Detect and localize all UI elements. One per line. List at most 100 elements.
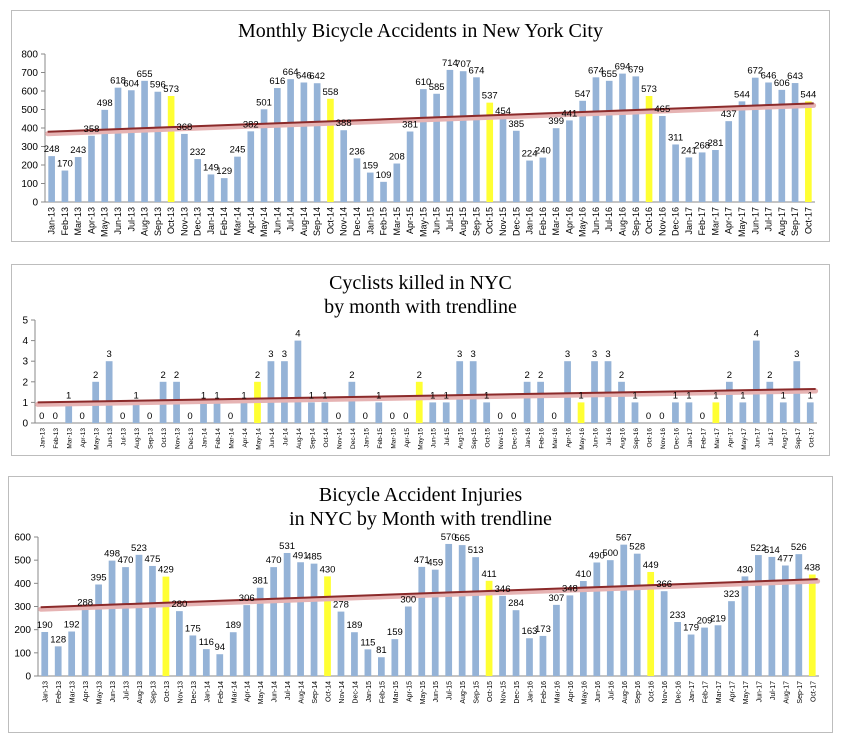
x-tick-label: Aug-17 [777,207,787,236]
bar [795,554,803,676]
x-tick-label: Jun-15 [433,681,440,703]
data-label: 381 [252,576,268,587]
data-label: 544 [800,89,816,100]
x-tick-label: Sep-16 [631,207,641,236]
bar [473,77,480,202]
bar [101,109,109,202]
bar [132,402,140,423]
data-label: 3 [457,349,462,360]
bar [122,567,129,676]
data-label: 3 [794,349,799,360]
bar [752,340,760,423]
bar [647,571,655,676]
data-label: 233 [670,610,686,621]
bar [310,563,318,676]
y-tick-label: 200 [21,161,38,172]
bar [327,98,334,202]
bar [404,606,412,676]
data-label: 1 [214,390,219,401]
data-label: 209 [697,616,713,627]
y-tick-label: 0 [22,419,28,430]
trendline [47,102,814,133]
x-tick-label: Jul-17 [764,207,774,232]
data-label: 1 [444,390,449,401]
x-tick-label: Nov-13 [175,428,182,449]
data-label: 664 [283,67,299,78]
data-label: 411 [482,569,497,580]
x-tick-label: Jan-15 [363,428,370,448]
bar [181,133,188,202]
data-label: 0 [511,411,516,422]
data-label: 306 [239,593,255,604]
x-tick-label: Nov-14 [339,207,349,236]
x-tick-label: Aug-16 [620,428,627,449]
data-label: 430 [320,564,336,575]
x-tick-label: Sep-17 [797,681,804,704]
x-tick-label: Jul-13 [126,207,136,232]
bar [61,170,69,202]
x-tick-label: Apr-13 [80,428,87,448]
bar [605,80,613,202]
data-label: 573 [163,84,179,95]
bar [537,381,544,423]
bar [806,402,814,423]
data-label: 2 [160,370,165,381]
x-tick-label: Jun-15 [431,428,438,448]
bar [433,93,440,202]
data-label: 0 [53,411,58,422]
x-tick-label: May-16 [581,681,588,704]
bar [741,576,749,676]
data-label: 646 [296,70,312,81]
bar [755,555,762,676]
data-label: 192 [64,620,80,631]
x-tick-label: Nov-14 [336,428,343,449]
bar [108,560,116,676]
data-label: 465 [654,104,670,115]
data-label: 694 [615,62,631,73]
bar [606,560,614,676]
data-label: 438 [804,563,820,574]
x-tick-label: Aug-14 [296,428,303,449]
bar [270,567,278,676]
x-tick-label: May-16 [579,428,586,450]
data-label: 1 [686,390,691,401]
data-label: 3 [268,349,273,360]
bar [577,402,585,423]
x-tick-label: Feb-16 [539,428,546,449]
data-label: 570 [441,532,457,543]
x-tick-label: Mar-16 [554,681,561,703]
data-label: 674 [588,65,604,76]
data-label: 2 [767,370,772,381]
x-tick-label: Mar-17 [714,428,721,449]
data-label: 0 [498,411,503,422]
x-tick-label: Sep-14 [309,428,316,449]
bar [105,361,113,423]
x-tick-label: Mar-15 [390,428,397,449]
x-tick-label: Mar-14 [229,428,236,449]
x-tick-label: May-15 [417,428,424,450]
x-tick-label: Oct-17 [810,681,817,702]
x-tick-label: Jan-13 [43,681,50,703]
x-tick-label: Feb-14 [215,428,222,449]
trendline-shadow [35,388,819,407]
data-label: 1 [66,390,71,401]
bar [364,649,372,676]
x-tick-label: Nov-16 [660,428,667,449]
bar [337,611,345,676]
x-tick-label: Jan-14 [202,428,209,448]
x-tick-label: Sep-13 [153,207,163,236]
x-tick-label: Nov-14 [339,681,346,704]
x-tick-label: Jul-16 [604,207,614,232]
x-tick-label: May-14 [259,207,269,237]
data-label: 477 [777,553,793,564]
x-tick-label: Sep-15 [471,207,481,236]
bar [619,73,626,202]
x-tick-label: Apr-14 [245,681,252,702]
data-label: 381 [402,120,418,131]
y-tick-label: 300 [21,142,38,153]
data-label: 1 [241,390,246,401]
x-tick-label: Aug-16 [622,681,629,704]
bar [672,402,679,423]
data-label: 0 [187,411,192,422]
x-tick-label: May-14 [255,428,262,450]
